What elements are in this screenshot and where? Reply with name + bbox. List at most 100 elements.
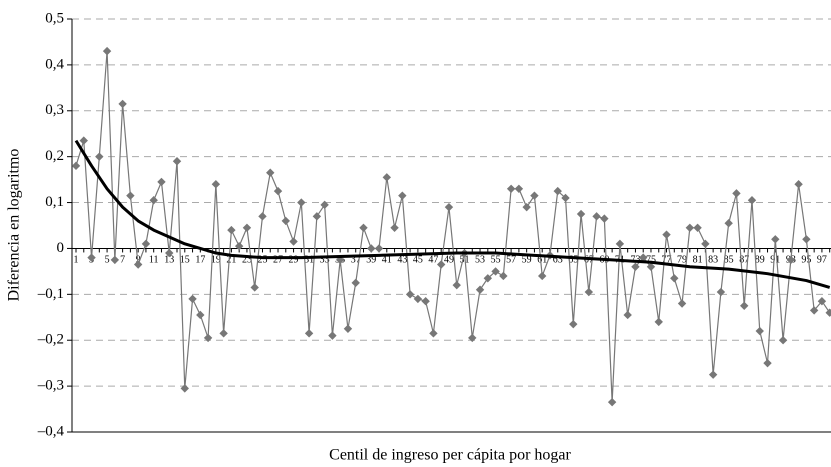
marker [584,287,594,297]
marker [312,212,322,221]
marker [211,180,221,189]
marker [639,253,648,262]
x-tick-label: 47 [428,255,438,266]
marker [475,285,485,294]
marker [569,319,578,329]
x-tick-label: 49 [444,255,454,266]
marker [662,230,671,239]
marker [530,191,539,200]
marker [654,317,663,327]
x-tick-label: 63 [553,255,563,266]
marker [234,241,244,251]
y-tick-label: 0,3 [45,102,64,118]
marker [693,223,702,232]
marker [219,329,228,338]
x-tick-label: 57 [506,255,516,266]
y-tick-label: 0,4 [45,56,64,72]
x-tick-label: 91 [770,255,780,266]
x-axis-title: Centil de ingreso per cápita por hogar [329,447,571,464]
marker [273,186,283,196]
x-tick-label: 11 [149,255,159,266]
marker [343,324,353,333]
marker [615,239,625,249]
marker [320,200,329,210]
y-tick-label: –0,3 [37,378,64,394]
marker [724,219,733,228]
marker [227,225,236,235]
x-tick-label: 15 [180,255,190,266]
marker [172,157,182,166]
marker [499,271,508,281]
y-tick-label: 0,5 [45,10,64,26]
marker [763,358,772,368]
marker [149,196,158,205]
marker [374,244,384,253]
x-tick-label: 17 [195,255,205,266]
x-tick-label: 21 [226,255,236,266]
x-tick-label: 77 [662,255,672,266]
marker [786,255,796,265]
marker [328,331,337,340]
x-tick-label: 81 [693,255,703,266]
marker [677,299,687,308]
marker [79,136,88,145]
marker [304,329,314,338]
marker [607,397,617,407]
y-tick-label: –0,2 [37,332,64,348]
x-tick-label: 61 [537,255,547,266]
marker [817,297,827,306]
marker [631,262,640,271]
marker [716,287,726,297]
marker [491,267,500,276]
x-tick-label: 37 [351,255,361,266]
marker [436,260,446,269]
marker [825,308,831,317]
marker [359,223,368,232]
x-tick-label: 65 [568,255,578,266]
marker [289,237,298,246]
y-tick-label: –0,1 [37,286,64,302]
x-tick-label: 53 [475,255,485,266]
x-tick-label: 87 [739,255,749,266]
marker [382,173,391,182]
marker [468,333,477,343]
marker [732,189,741,198]
x-tick-label: 97 [817,255,827,266]
marker [514,184,524,193]
marker [390,223,399,232]
marker [506,184,516,193]
trend-line [74,139,831,289]
marker [561,193,570,203]
marker [802,235,811,244]
y-tick-label: 0,1 [45,194,64,210]
marker [421,297,430,306]
marker [483,274,493,283]
marker [600,214,609,223]
marker [553,186,562,196]
marker [755,326,764,336]
marker [126,191,135,200]
marker [444,202,454,212]
marker [351,278,360,288]
y-tick-label: –0,4 [37,423,65,439]
x-tick-label: 85 [724,255,734,266]
x-tick-label: 79 [677,255,687,266]
y-tick-label: 0 [57,240,65,256]
marker [646,262,656,271]
marker [188,294,197,304]
marker [794,180,803,189]
x-tick-label: 23 [242,255,252,266]
marker [110,255,120,265]
marker [576,209,586,219]
marker [165,248,174,258]
marker [250,283,259,292]
x-tick-label: 39 [366,255,376,266]
marker [242,223,252,232]
x-tick-label: 67 [584,255,594,266]
marker [297,198,306,207]
x-tick-label: 29 [289,255,299,266]
marker [670,274,679,283]
y-tick-label: 0,2 [45,148,64,164]
x-tick-label: 41 [382,255,392,266]
